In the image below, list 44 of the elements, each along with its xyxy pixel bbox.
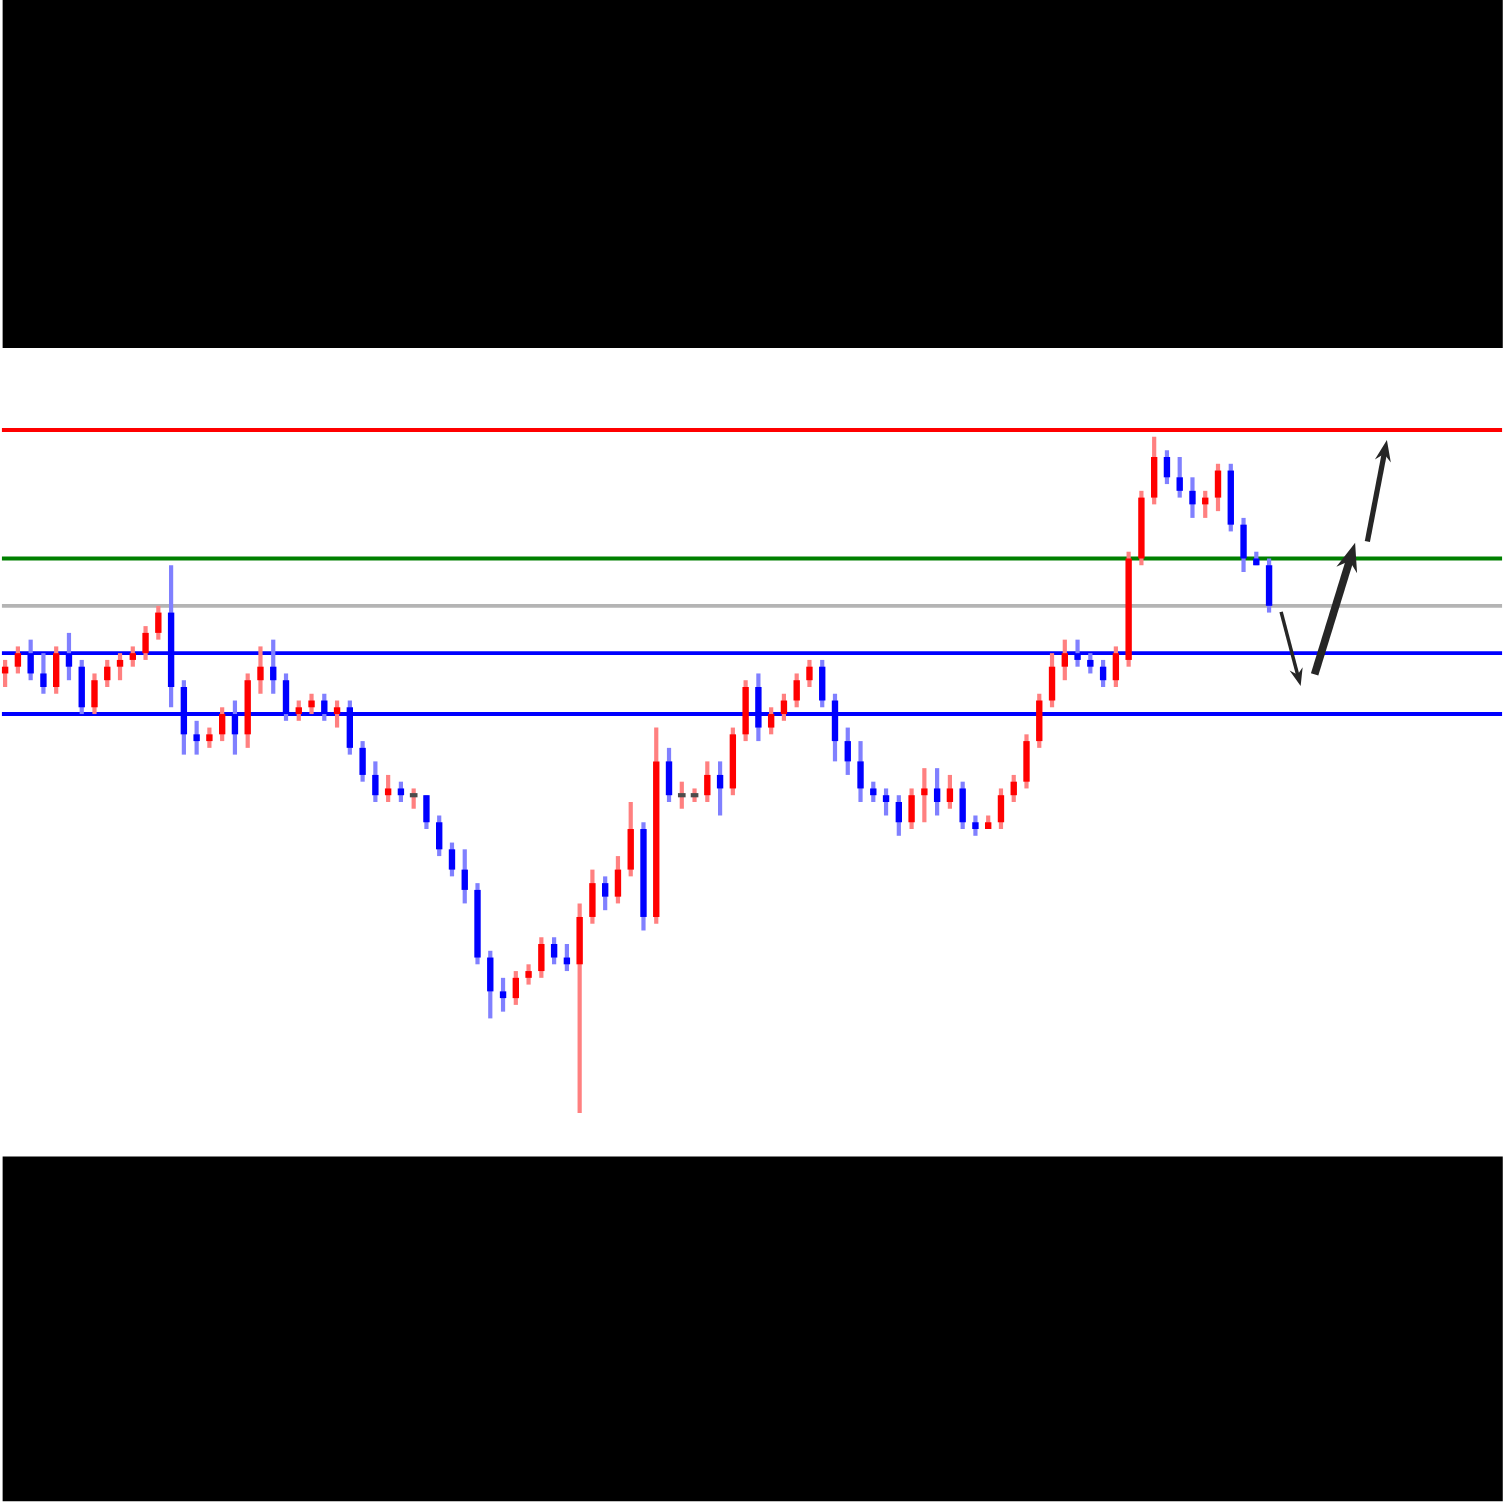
candlestick — [870, 781, 877, 803]
candlestick — [14, 646, 22, 674]
candlestick — [155, 606, 162, 640]
candlestick — [397, 781, 405, 803]
candlestick — [921, 768, 928, 823]
candlestick — [448, 842, 456, 877]
candlestick — [525, 964, 532, 985]
candlestick — [882, 788, 890, 816]
candlestick — [780, 693, 788, 722]
candlestick — [550, 937, 558, 965]
candlestick — [946, 773, 954, 809]
candlestick — [372, 761, 379, 803]
candlestick — [1176, 457, 1183, 498]
candlestick — [116, 653, 124, 681]
candlestick — [295, 700, 302, 722]
candlestick — [461, 849, 468, 904]
candlestick — [1061, 639, 1068, 681]
candlestick — [142, 626, 149, 661]
candlestick — [1163, 450, 1171, 485]
candlestick — [933, 768, 941, 816]
candlestick — [1010, 773, 1017, 803]
candlestick — [806, 658, 813, 688]
candlestick — [972, 815, 979, 837]
candlestick — [308, 693, 315, 715]
candlestick — [384, 773, 392, 803]
candlestick — [895, 795, 903, 837]
candlestick — [1189, 477, 1196, 519]
candlestick — [767, 707, 775, 735]
candlestick — [257, 646, 264, 694]
candlestick — [218, 707, 226, 742]
candlestick — [104, 658, 111, 688]
candlestick — [333, 700, 341, 728]
candlestick — [716, 761, 724, 816]
candlestick — [793, 673, 800, 708]
candlestick — [129, 646, 136, 667]
candlestick — [512, 971, 519, 1006]
candlestick — [704, 761, 711, 803]
candlestick — [409, 788, 418, 809]
candlestick — [677, 781, 686, 809]
candlestick — [601, 876, 609, 911]
candlestick — [193, 721, 200, 755]
candlestick — [844, 727, 851, 776]
candlestick — [206, 727, 213, 749]
candlestick — [1099, 658, 1107, 688]
